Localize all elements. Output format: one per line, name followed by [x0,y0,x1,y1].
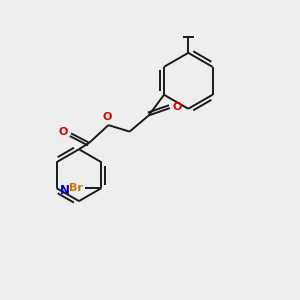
Text: O: O [172,102,182,112]
Text: N: N [60,184,70,197]
Text: O: O [103,112,112,122]
Text: Br: Br [69,183,83,193]
Text: O: O [59,127,68,137]
